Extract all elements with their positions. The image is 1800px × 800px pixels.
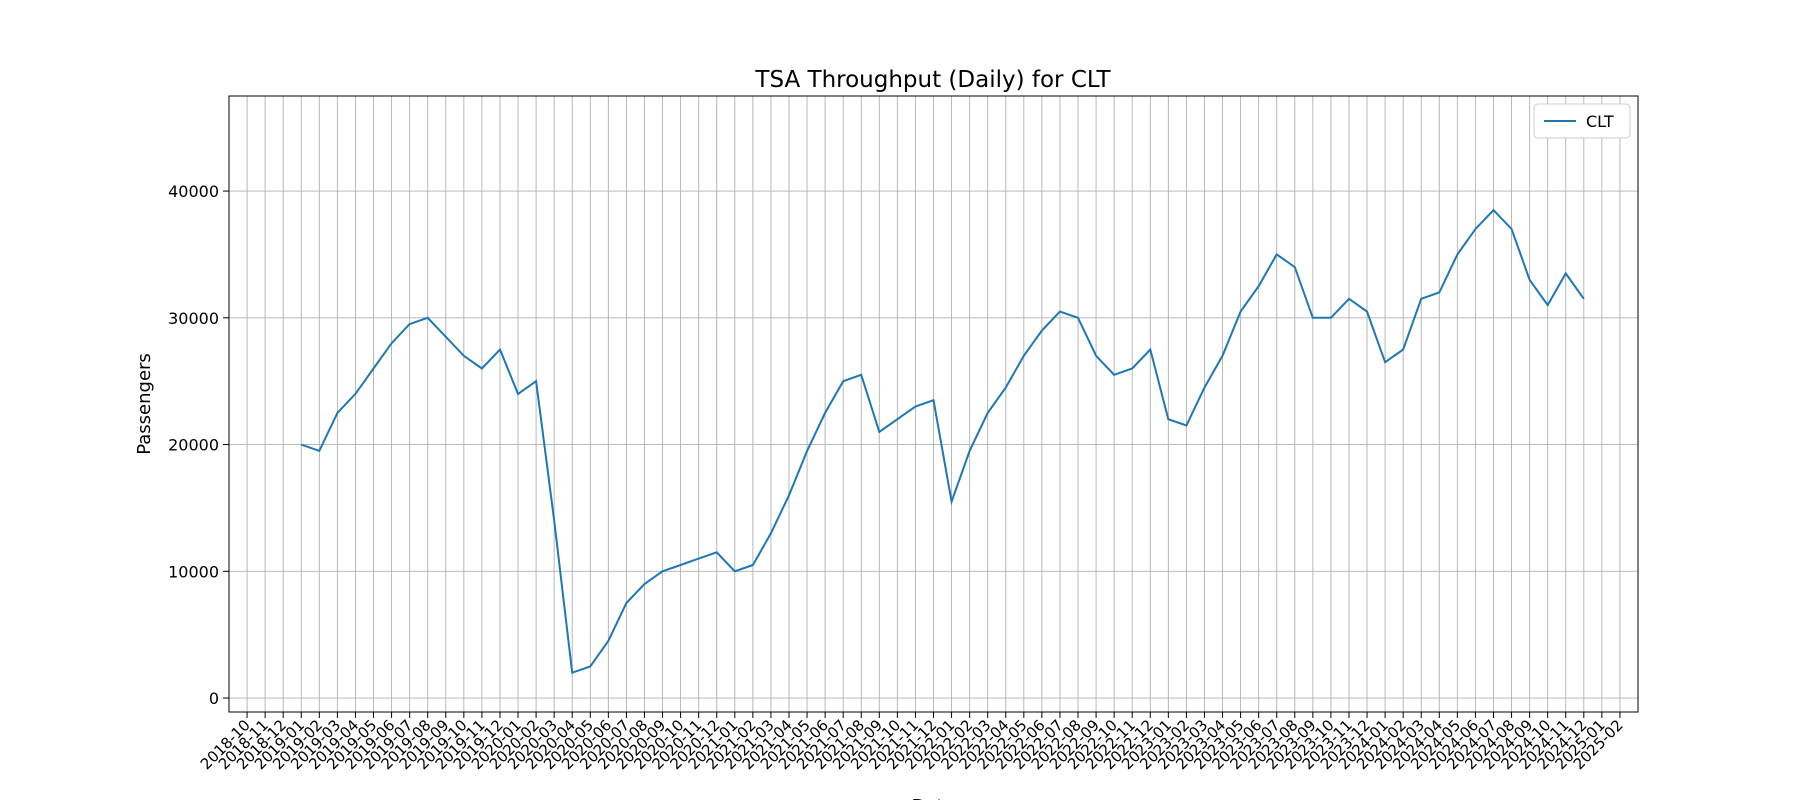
legend-label: CLT: [1586, 112, 1614, 131]
chart-title: TSA Throughput (Daily) for CLT: [754, 67, 1111, 93]
y-tick-label: 20000: [168, 436, 219, 455]
y-tick-label: 30000: [168, 309, 219, 328]
plot-frame: [228, 95, 1639, 713]
y-tick-label: 40000: [168, 182, 219, 201]
y-tick-label: 0: [209, 689, 219, 708]
legend-box: [1533, 103, 1631, 139]
y-axis-label: Passengers: [134, 353, 155, 455]
x-axis-label: Date: [911, 796, 954, 800]
data-line: [300, 208, 1585, 675]
y-tick-label: 10000: [168, 562, 219, 581]
